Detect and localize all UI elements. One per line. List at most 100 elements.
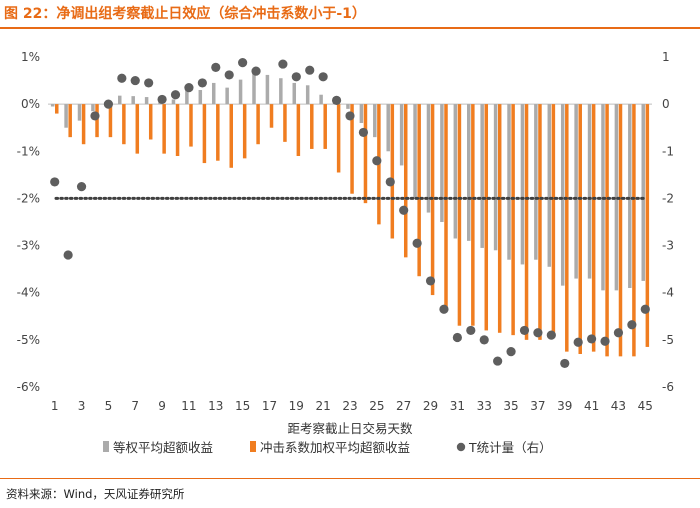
y-right-tick-label: -3	[662, 239, 674, 253]
bar-impact-weighted	[363, 104, 368, 204]
bar-equal-weight	[426, 104, 431, 213]
bar-equal-weight	[225, 87, 229, 105]
bar-equal-weight	[373, 104, 377, 138]
t-stat-point	[345, 111, 355, 121]
bar-equal-weight	[574, 104, 578, 279]
bar-impact-weighted	[390, 104, 395, 239]
bar-impact-weighted	[55, 104, 59, 114]
bar-impact-weighted	[175, 104, 180, 156]
y-right-tick-label: -5	[662, 333, 674, 347]
bar-impact-weighted	[189, 104, 193, 147]
chart: 1%0%-1%-2%-3%-4%-5%-6%10-1-2-3-4-5-61 3 5 7…	[17, 50, 674, 455]
t-stat-point	[130, 75, 140, 86]
bar-impact-weighted	[68, 104, 72, 138]
x-tick-label: 11	[181, 399, 196, 413]
page-title: 图 22：净调出组考察截止日效应（综合冲击系数小于-1）	[4, 6, 366, 22]
bar-impact-weighted	[457, 104, 462, 326]
x-tick-label: 21	[316, 399, 331, 413]
bar-equal-weight	[520, 104, 525, 265]
bar-equal-weight	[641, 104, 645, 281]
bar-equal-weight	[346, 104, 350, 109]
bar-impact-weighted	[122, 104, 126, 145]
x-axis-title: 距考察截止日交易天数	[287, 421, 413, 436]
bar-impact-weighted	[81, 104, 86, 145]
x-tick-label: 5	[105, 399, 113, 413]
bar-equal-weight	[118, 95, 122, 105]
bar-equal-weight	[413, 104, 417, 199]
t-stat-point	[399, 205, 409, 215]
t-stat-point	[224, 70, 234, 80]
t-stat-point	[278, 59, 288, 69]
bar-equal-weight	[198, 90, 203, 105]
legend-swatch-equal-weight	[103, 441, 109, 452]
t-stat-point	[331, 95, 342, 105]
bar-impact-weighted	[216, 104, 220, 161]
bar-impact-weighted	[323, 104, 327, 149]
x-tick-label: 41	[584, 399, 599, 413]
x-tick-label: 13	[208, 399, 223, 413]
x-tick-label: 29	[423, 399, 438, 413]
y-left-tick-label: -1%	[17, 144, 40, 158]
t-stat-point	[211, 62, 221, 72]
bar-equal-weight	[467, 104, 471, 241]
y-left-tick-label: 1%	[21, 50, 40, 64]
bar-impact-weighted	[242, 104, 247, 159]
t-stat-point	[117, 73, 127, 83]
bar-equal-weight	[144, 97, 149, 105]
bar-equal-weight	[493, 104, 498, 251]
t-stat-point	[425, 276, 436, 286]
x-tick-label: 15	[235, 399, 250, 413]
bar-impact-weighted	[484, 104, 489, 331]
title-bar: 图 22：净调出组考察截止日效应（综合冲击系数小于-1）	[0, 0, 700, 29]
t-stat-point	[90, 111, 100, 121]
bar-equal-weight	[399, 104, 404, 166]
t-stat-point	[184, 83, 194, 93]
bar-equal-weight	[279, 78, 283, 105]
x-tick-label: 31	[450, 399, 465, 413]
bar-equal-weight	[319, 94, 323, 105]
x-tick-label: 17	[262, 399, 277, 413]
bar-impact-weighted	[350, 104, 354, 194]
bar-equal-weight	[453, 104, 458, 239]
y-right-tick-label: -2	[662, 191, 674, 205]
bar-equal-weight	[480, 104, 484, 248]
x-tick-label: 35	[503, 399, 518, 413]
t-stat-point	[546, 330, 556, 340]
t-stat-point	[533, 328, 543, 338]
bar-impact-weighted	[565, 104, 569, 352]
bar-impact-weighted	[148, 104, 153, 140]
y-left-tick-label: -6%	[17, 380, 40, 394]
t-stat-point	[251, 66, 261, 76]
t-stat-point	[291, 72, 301, 82]
bar-impact-weighted	[417, 104, 421, 277]
y-right-tick-label: -1	[662, 144, 674, 158]
t-stat-point	[613, 328, 624, 338]
x-tick-label: 33	[477, 399, 492, 413]
bar-impact-weighted	[162, 104, 166, 154]
x-tick-label: 37	[530, 399, 545, 413]
t-stat-point	[600, 336, 610, 346]
bar-equal-weight	[64, 104, 68, 128]
t-stat-point	[76, 182, 87, 192]
bar-impact-weighted	[202, 104, 207, 164]
t-stat-point	[439, 304, 449, 314]
bar-equal-weight	[252, 72, 256, 105]
bar-impact-weighted	[310, 104, 314, 149]
bar-impact-weighted	[538, 104, 542, 340]
bar-equal-weight	[386, 104, 390, 152]
t-stat-point	[157, 94, 167, 105]
bar-impact-weighted	[336, 104, 341, 173]
bar-impact-weighted	[296, 104, 301, 156]
t-stat-point	[305, 65, 315, 75]
bar-impact-weighted	[524, 104, 529, 340]
y-right-tick-label: 0	[662, 97, 670, 111]
bar-impact-weighted	[511, 104, 515, 336]
t-stat-point	[144, 78, 154, 88]
bar-impact-weighted	[497, 104, 502, 333]
bar-equal-weight	[238, 79, 243, 105]
t-stat-point	[170, 90, 181, 100]
legend-swatch-impact-weighted	[250, 441, 256, 452]
t-stat-point	[358, 127, 369, 138]
t-stat-point	[506, 347, 516, 357]
bar-equal-weight	[440, 104, 444, 222]
